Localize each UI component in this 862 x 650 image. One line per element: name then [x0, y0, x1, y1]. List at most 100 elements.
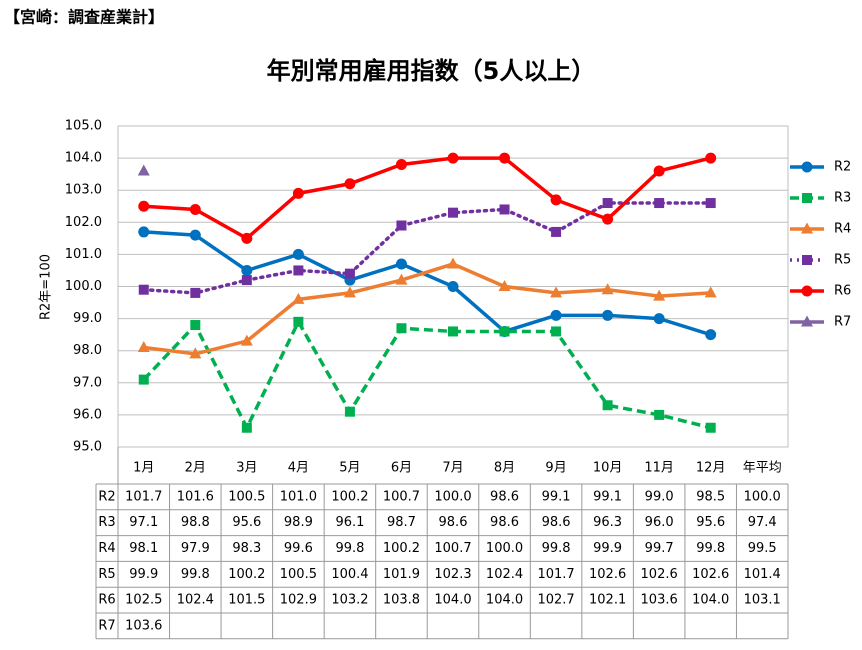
data-point	[550, 309, 562, 321]
x-tick-label: 11月	[644, 461, 674, 476]
data-point	[602, 400, 613, 411]
table-cell: 99.8	[335, 541, 364, 556]
data-point	[499, 204, 510, 215]
table-cell: 100.7	[434, 541, 471, 556]
table-cell: 104.0	[434, 593, 471, 608]
data-point	[396, 323, 407, 334]
table-cell: 100.5	[280, 567, 317, 582]
x-tick-label: 7月	[442, 461, 463, 476]
table-cell: 101.7	[537, 567, 574, 582]
series-line	[142, 201, 713, 295]
page-header: 【宮崎：調査産業計】	[4, 8, 164, 27]
x-tick-label: 10月	[593, 461, 623, 476]
table-cell: 99.0	[645, 489, 674, 504]
table-cell: 101.0	[280, 489, 317, 504]
data-point	[498, 280, 511, 291]
table-row-label: R6	[98, 593, 115, 608]
table-cell: 98.1	[129, 541, 158, 556]
table-cell: 101.6	[177, 489, 214, 504]
data-point	[241, 422, 252, 433]
data-point	[447, 281, 459, 292]
table-cell: 101.4	[744, 567, 781, 582]
table-row-label: R5	[98, 567, 115, 582]
data-point	[395, 273, 408, 285]
table-cell: 98.7	[387, 515, 416, 530]
table-cell: 98.6	[490, 515, 519, 530]
legend-marker	[801, 161, 813, 173]
table-cell: 99.5	[748, 541, 777, 556]
table-cell: 98.6	[490, 489, 519, 504]
data-point	[137, 340, 150, 352]
table-cell: 99.7	[645, 541, 674, 556]
plot-border	[117, 125, 789, 448]
table-cell: 100.0	[434, 489, 471, 504]
data-point	[447, 152, 459, 164]
x-tick-label: 9月	[545, 461, 566, 476]
table-cell: 99.1	[593, 489, 622, 504]
legend-label: R7	[834, 315, 851, 330]
data-point	[551, 226, 562, 237]
data-point	[190, 320, 201, 331]
table-cell: 95.6	[232, 515, 261, 530]
data-point	[138, 284, 149, 295]
data-point	[448, 207, 458, 218]
table-cell: 100.4	[331, 567, 368, 582]
table-cell: 102.6	[641, 567, 678, 582]
data-point	[602, 213, 614, 225]
data-point	[241, 275, 252, 286]
table-row-label: R2	[98, 489, 115, 504]
table-cell: 102.6	[692, 567, 729, 582]
legend-marker	[802, 255, 812, 265]
table-cell: 100.0	[486, 541, 523, 556]
legend-label: R6	[834, 284, 851, 299]
table-cell: 99.6	[284, 541, 313, 556]
y-tick-label: 104.0	[65, 151, 102, 166]
series-line	[143, 156, 712, 241]
y-tick-label: 105.0	[65, 119, 102, 134]
table-cell: 102.3	[434, 567, 471, 582]
data-point	[190, 287, 201, 298]
data-point	[395, 159, 407, 171]
data-point	[292, 248, 304, 260]
table-cell: 96.1	[335, 515, 364, 530]
table-cell: 95.6	[696, 515, 725, 530]
table-cell: 96.0	[645, 515, 674, 530]
data-point	[551, 326, 562, 337]
data-point	[601, 283, 614, 295]
data-point	[189, 229, 201, 241]
data-point	[137, 164, 150, 176]
table-cell: 98.3	[232, 541, 261, 556]
data-point	[705, 422, 716, 433]
data-point	[292, 292, 305, 304]
y-tick-label: 95.0	[73, 440, 102, 455]
series-line	[143, 262, 711, 356]
data-point	[704, 286, 717, 298]
table-cell: 99.9	[129, 567, 158, 582]
data-point	[447, 257, 459, 269]
table-cell: 100.0	[744, 489, 781, 504]
table-cell: 100.2	[331, 489, 368, 504]
table-cell: 96.3	[593, 515, 622, 530]
table-cell: 104.0	[692, 593, 729, 608]
table-cell: 101.9	[383, 567, 420, 582]
data-point	[293, 316, 304, 327]
table-cell: 102.5	[125, 593, 162, 608]
table-cell: 99.8	[696, 541, 725, 556]
x-tick-label: 3月	[236, 461, 257, 476]
data-point	[654, 198, 665, 209]
table-cell: 100.2	[383, 541, 420, 556]
table-cell: 98.9	[284, 515, 313, 530]
data-point	[292, 187, 304, 199]
table-cell: 104.0	[486, 593, 523, 608]
table-cell: 103.2	[331, 593, 368, 608]
table-row-label: R4	[98, 541, 115, 556]
y-tick-label: 100.0	[65, 279, 102, 294]
table-cell: 103.6	[641, 593, 678, 608]
data-point	[344, 268, 355, 279]
y-tick-label: 96.0	[73, 407, 102, 422]
table-cell: 99.9	[593, 541, 622, 556]
legend-label: R2	[834, 160, 851, 175]
x-tick-label: 8月	[494, 461, 515, 476]
data-point	[602, 309, 614, 321]
x-tick-label: 6月	[391, 461, 412, 476]
